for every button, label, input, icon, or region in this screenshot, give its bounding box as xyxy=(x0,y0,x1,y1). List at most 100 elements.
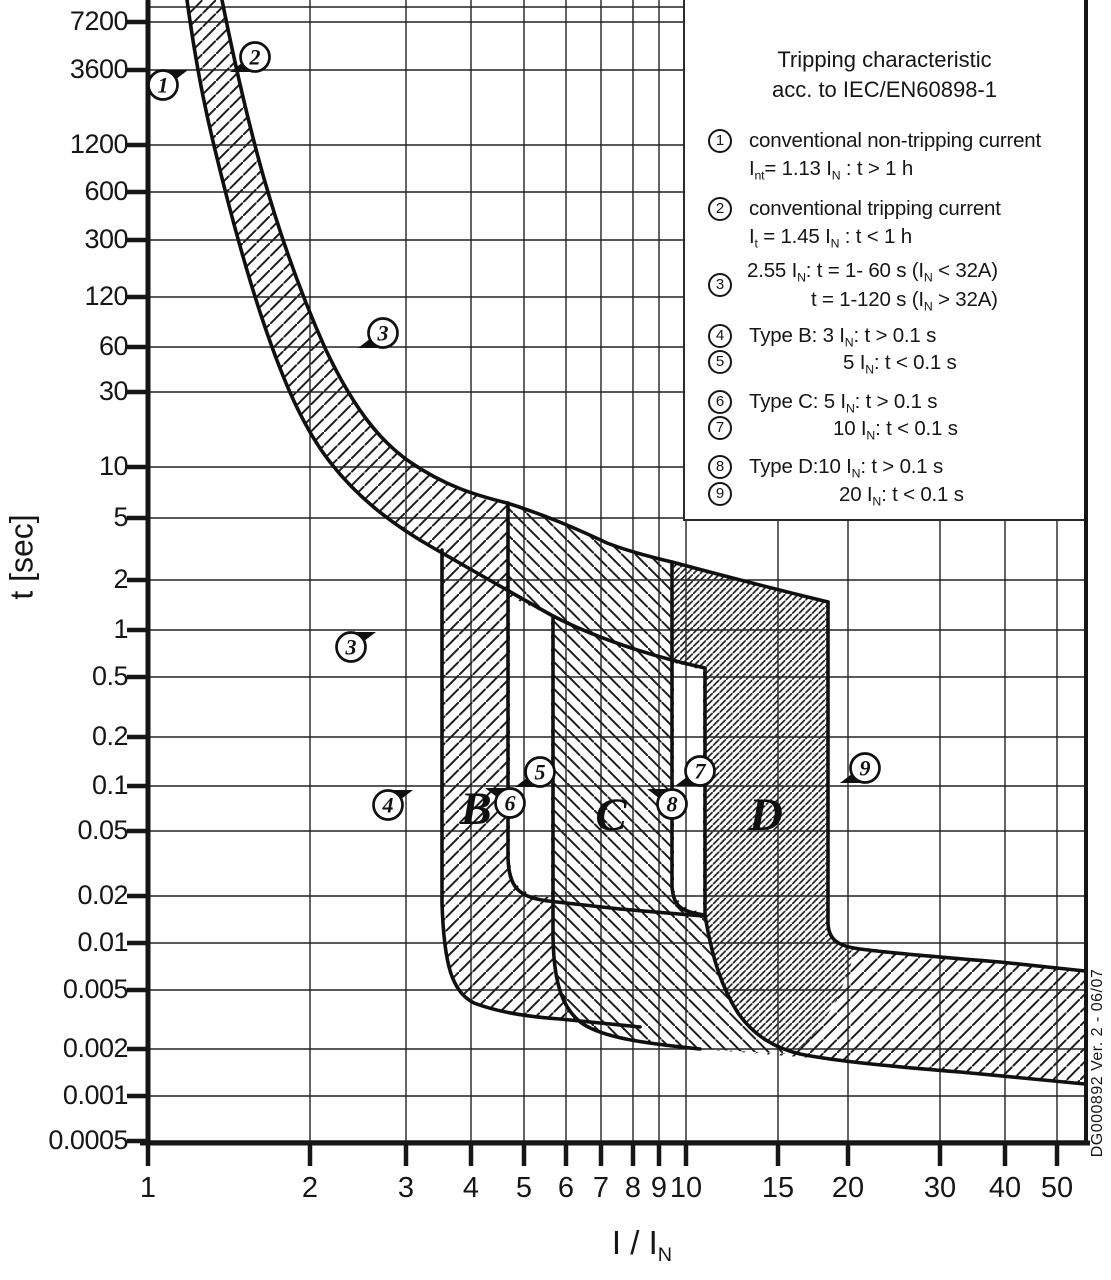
legend-title-line: acc. to IEC/EN60898-1 xyxy=(771,77,997,102)
y-tick-label-0.02: 0.02 xyxy=(77,880,128,910)
type-c-zone-hatch xyxy=(508,503,792,1054)
x-tick-label-8: 8 xyxy=(624,1172,642,1204)
legend-item-text: 5 IN: t < 0.1 s xyxy=(843,351,957,377)
marker-number: 9 xyxy=(860,756,871,781)
type-c-hold-boundary xyxy=(551,614,702,1051)
marker-circle xyxy=(372,789,404,821)
legend-number-circle: 1 xyxy=(708,129,732,153)
marker-2: 2 xyxy=(230,41,271,73)
legend-item-text: Type C: 5 IN: t > 0.1 s xyxy=(749,390,938,416)
gap-b-c xyxy=(510,597,551,897)
x-tick-label-3: 3 xyxy=(397,1172,415,1204)
legend-item-text: 2.55 IN: t = 1- 60 s (IN < 32A) xyxy=(747,259,998,285)
x-tick-label-15: 15 xyxy=(761,1172,795,1204)
marker-6: 6 xyxy=(485,787,526,819)
y-tick-label-0.002: 0.002 xyxy=(62,1033,129,1063)
marker-circle xyxy=(239,41,271,73)
y-tick-label-0.01: 0.01 xyxy=(77,927,128,957)
x-tick-label-40: 40 xyxy=(988,1172,1022,1204)
marker-3: 3 xyxy=(358,317,399,349)
tripping-zones xyxy=(187,0,1085,1084)
x-tick-label-9: 9 xyxy=(650,1172,668,1204)
x-axis-title: I / IN xyxy=(611,1224,673,1266)
legend-number-circle: 6 xyxy=(708,390,732,414)
y-tick-label-0.5: 0.5 xyxy=(91,661,129,691)
y-tick-label-1200: 1200 xyxy=(69,129,129,159)
y-tick-label-7200: 7200 xyxy=(69,6,129,36)
axes-frame xyxy=(127,0,1090,1166)
legend-item-text: 20 IN: t < 0.1 s xyxy=(839,483,964,509)
y-tick-label-0.005: 0.005 xyxy=(62,974,129,1004)
marker-number: 7 xyxy=(695,759,707,784)
x-tick-label-50: 50 xyxy=(1040,1172,1074,1204)
y-tick-label-5: 5 xyxy=(113,502,128,532)
marker-5: 5 xyxy=(515,756,556,788)
marker-circle xyxy=(656,788,688,820)
legend-number-circle: 8 xyxy=(708,455,732,479)
x-tick-label-1: 1 xyxy=(139,1172,157,1204)
document-number-note: DG000892 Ver. 2 - 06/07 xyxy=(1089,968,1106,1158)
type-c-trip-boundary xyxy=(670,560,707,917)
type-b-hold-boundary xyxy=(440,548,642,1029)
legend-item-text: Type B: 3 IN: t > 0.1 s xyxy=(749,324,937,350)
marker-circle xyxy=(524,756,556,788)
marker-number: 3 xyxy=(377,321,389,346)
zone-letter-B: B xyxy=(459,783,491,835)
y-axis-title: t [sec] xyxy=(3,514,40,600)
y-tick-label-10: 10 xyxy=(98,451,129,481)
legend-item-text: conventional tripping current xyxy=(749,197,1001,220)
type-d-hold-boundary xyxy=(703,666,1087,1086)
marker-4: 4 xyxy=(372,789,413,821)
y-tick-label-300: 300 xyxy=(84,224,128,254)
y-tick-label-120: 120 xyxy=(84,281,128,311)
marker-number: 6 xyxy=(505,791,516,816)
zone-letter-D: D xyxy=(748,789,783,841)
x-tick-label-2: 2 xyxy=(301,1172,319,1204)
tripping-1.45-curve xyxy=(220,0,830,604)
x-tick-label-20: 20 xyxy=(831,1172,865,1204)
marker-number: 3 xyxy=(345,635,357,660)
y-tick-label-1: 1 xyxy=(113,614,128,644)
y-tick-label-3600: 3600 xyxy=(69,54,129,84)
x-tick-label-10: 10 xyxy=(669,1172,703,1204)
type-b-trip-boundary xyxy=(506,501,705,918)
x-tick-label-30: 30 xyxy=(923,1172,957,1204)
y-tick-label-0.2: 0.2 xyxy=(91,721,129,751)
marker-number: 4 xyxy=(382,793,394,818)
marker-number: 2 xyxy=(249,45,261,70)
x-tick-label-4: 4 xyxy=(462,1172,480,1204)
legend-number-circle: 3 xyxy=(708,273,732,297)
legend-number-circle: 7 xyxy=(708,416,732,440)
y-tick-label-0.001: 0.001 xyxy=(62,1080,129,1110)
legend-title-line: Tripping characteristic xyxy=(777,47,992,72)
legend-item-text: t = 1-120 s (IN > 32A) xyxy=(811,288,998,314)
y-tick-label-0.1: 0.1 xyxy=(91,770,129,800)
marker-number: 5 xyxy=(535,760,546,785)
legend-number-circle: 2 xyxy=(708,197,732,221)
legend-box: Tripping characteristic acc. to IEC/EN608… xyxy=(683,0,1084,521)
marker-circle xyxy=(367,317,399,349)
legend-item-text: Int= 1.13 IN : t > 1 h xyxy=(749,157,914,183)
legend-item-text: It = 1.45 IN : t < 1 h xyxy=(749,225,912,251)
legend-number-circle: 4 xyxy=(708,324,732,348)
gap-c-d xyxy=(674,663,703,912)
legend-item-text: Type D:10 IN: t > 0.1 s xyxy=(749,455,944,481)
marker-circle xyxy=(684,755,716,787)
x-tick-label-5: 5 xyxy=(515,1172,533,1204)
type-d-trip-boundary xyxy=(826,600,1087,973)
marker-9: 9 xyxy=(840,752,881,784)
marker-3: 3 xyxy=(335,631,376,663)
characteristic-curves xyxy=(185,0,1087,1086)
marker-circle xyxy=(147,69,179,101)
zone-letter-C: C xyxy=(595,789,627,841)
marker-circle xyxy=(849,752,881,784)
type-d-zone-hatch xyxy=(672,562,856,1053)
legend-number-circle: 5 xyxy=(708,350,732,374)
y-tick-label-0.05: 0.05 xyxy=(77,815,128,845)
y-tick-label-30: 30 xyxy=(98,376,129,406)
x-tick-label-6: 6 xyxy=(557,1172,575,1204)
marker-number: 8 xyxy=(667,792,678,817)
marker-number: 1 xyxy=(158,73,169,98)
